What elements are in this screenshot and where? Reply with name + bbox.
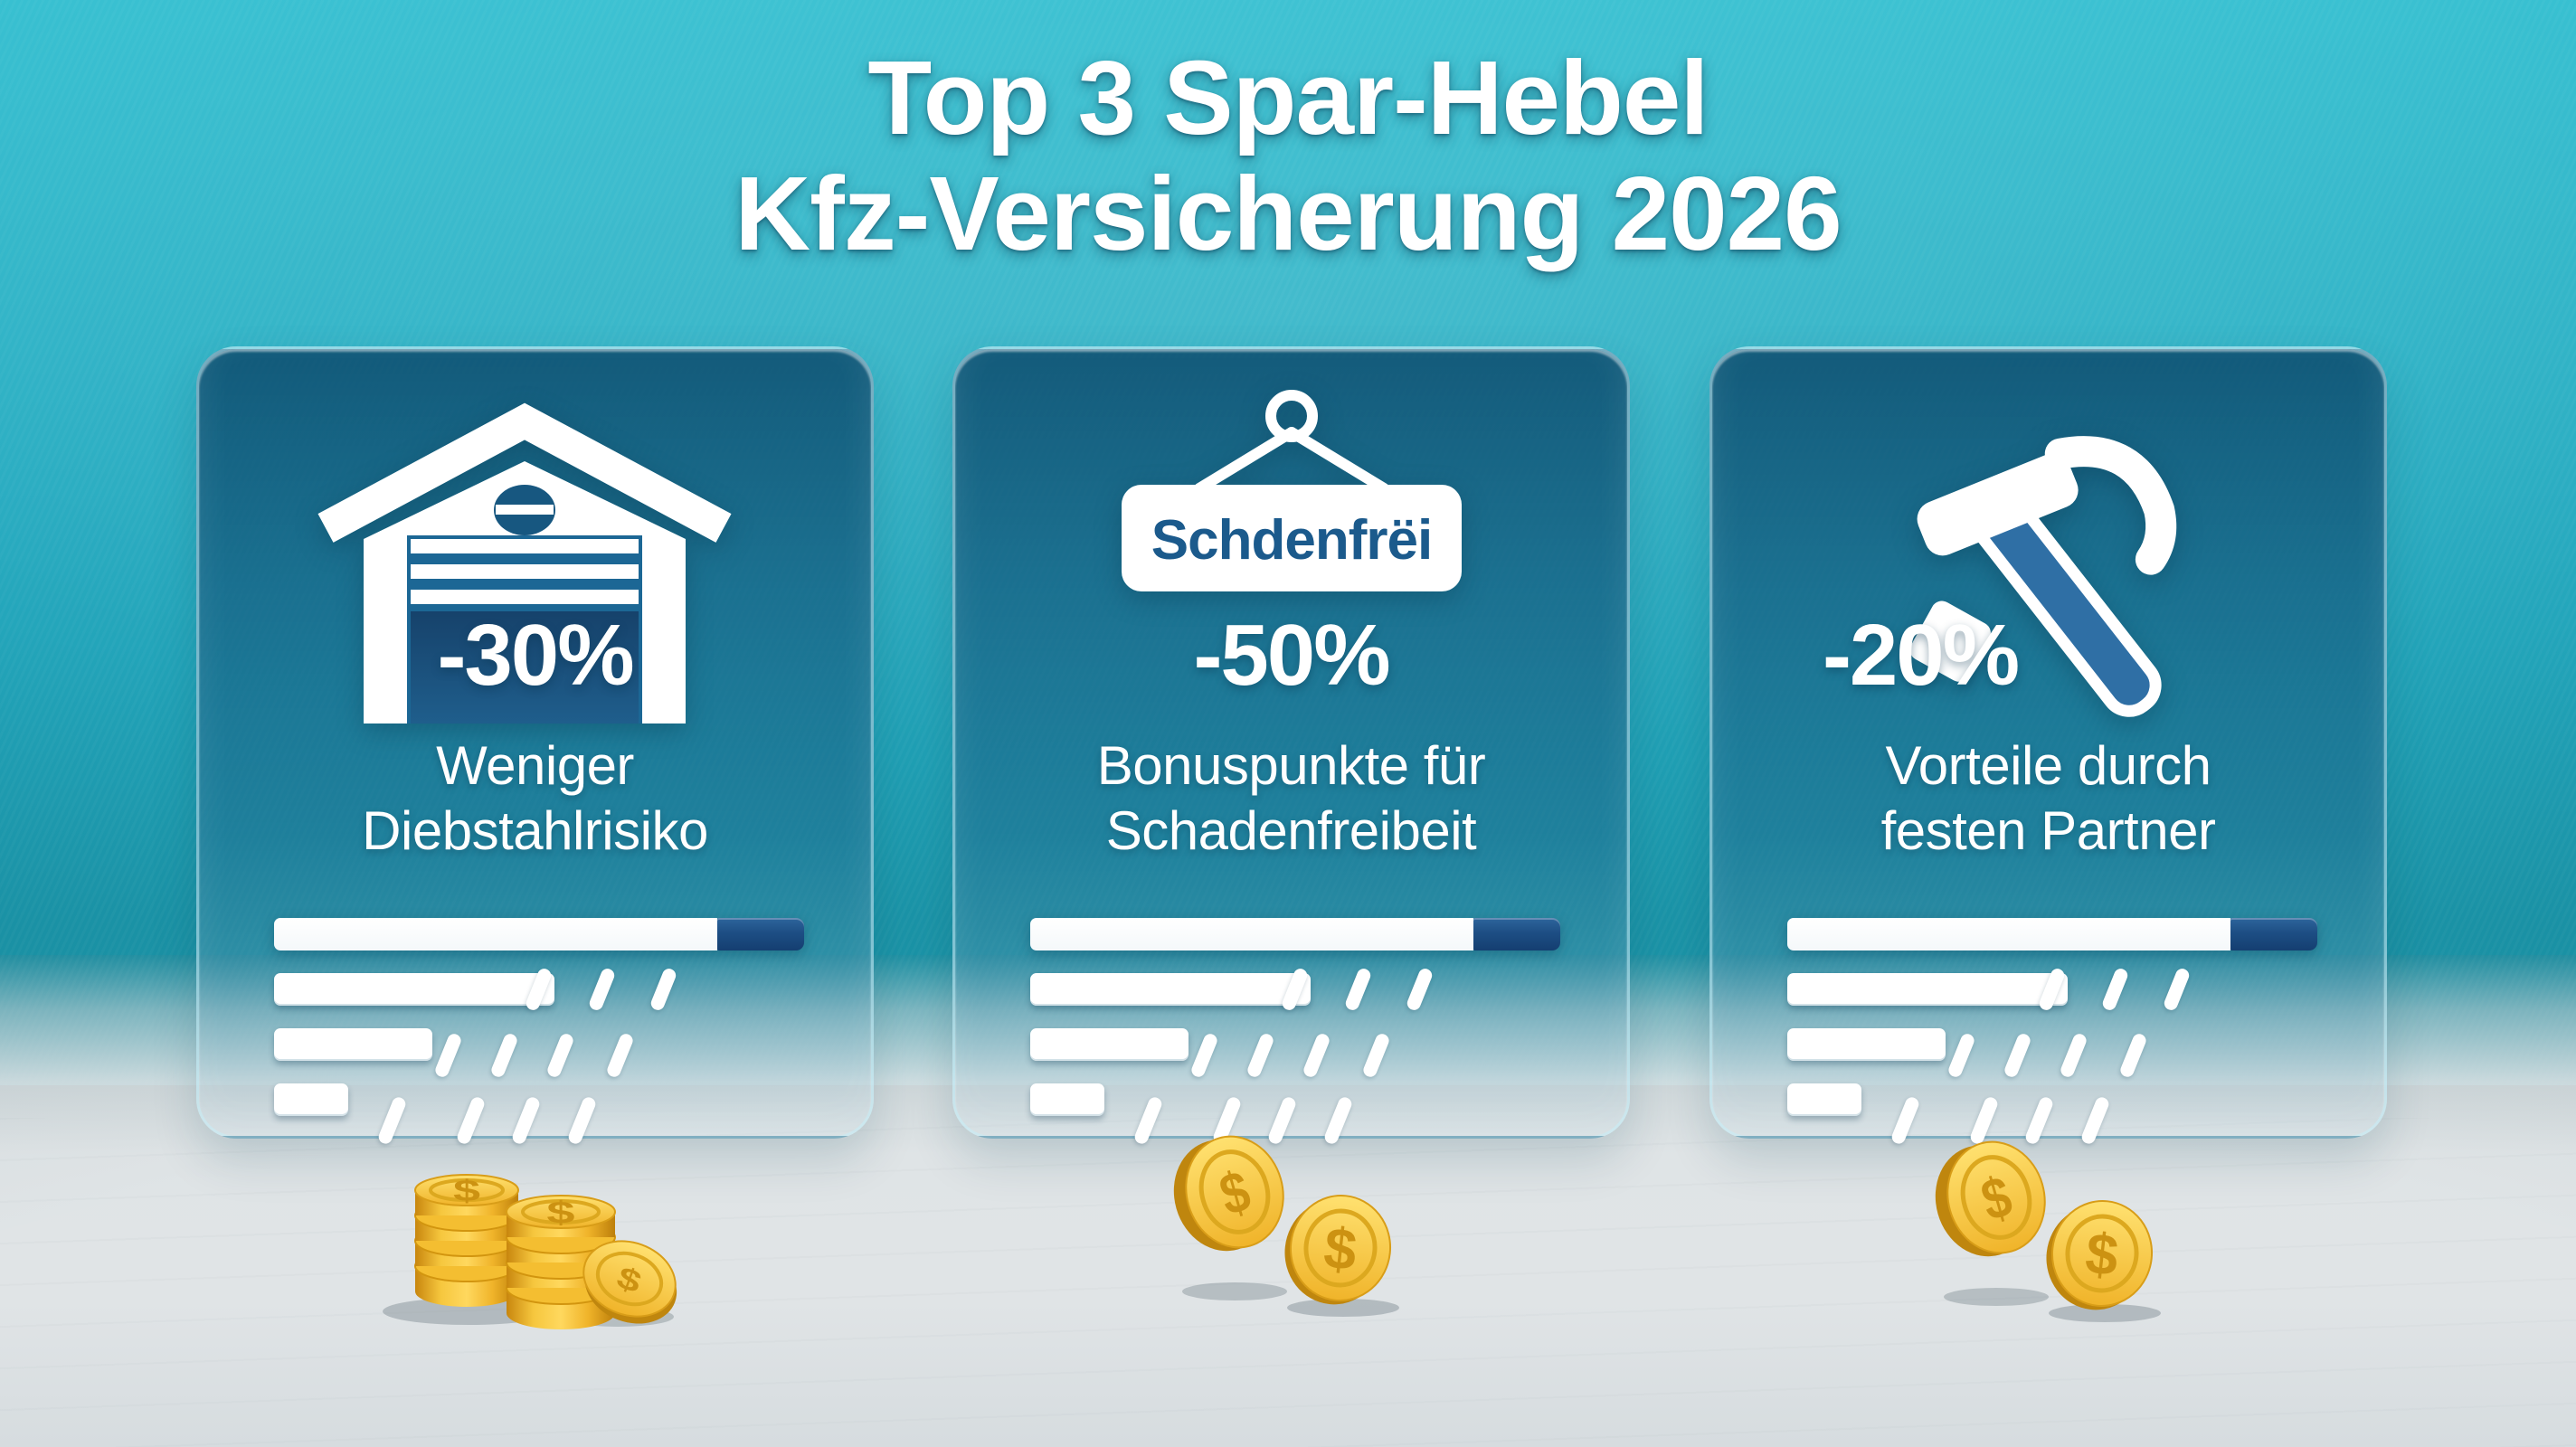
progress-bar-white-segment	[274, 918, 717, 950]
discount-value: -50%	[1193, 607, 1390, 704]
coin-stack: $	[414, 1173, 519, 1307]
progress-bar-main	[274, 918, 804, 950]
tilted-coin: $	[1173, 1135, 1284, 1252]
progress-bars	[1787, 918, 2317, 1139]
card-label-line2: Schadenfreibeit	[1105, 800, 1477, 861]
progress-bar-row	[274, 1028, 432, 1061]
upright-coin: $	[2046, 1200, 2154, 1310]
progress-bar-row	[1787, 1028, 1946, 1061]
card-label-line1: Weniger	[436, 735, 634, 796]
hanging-sign-icon: Schdenfrëi	[1122, 390, 1462, 591]
progress-bar-row	[1787, 973, 2068, 1006]
progress-bar-navy-segment	[2230, 918, 2317, 950]
progress-bars	[274, 918, 804, 1139]
progress-bar-row	[274, 973, 554, 1006]
progress-bar-row	[1030, 973, 1311, 1006]
leaning-coin: $	[582, 1240, 677, 1324]
card-workshop-partner: -20% Vorteile durch festen Partner	[1709, 346, 2387, 1146]
progress-bar-row	[1030, 1028, 1189, 1061]
progress-bar-main	[1030, 918, 1560, 950]
dollar-sign: $	[1321, 1215, 1359, 1282]
progress-bar-white-segment	[1030, 918, 1473, 950]
discount-value: -30%	[437, 607, 634, 704]
progress-bars	[1030, 918, 1560, 1139]
gold-coins-stacks: $ $ $	[383, 1173, 677, 1329]
progress-bar-row	[1030, 1083, 1104, 1116]
card-label-line1: Vorteile durch	[1885, 735, 2211, 796]
card-label: Bonuspunkte für Schadenfreibeit	[955, 733, 1627, 864]
gold-coins-falling: $ $	[1173, 1135, 1399, 1317]
title-line-2: Kfz-Versicherung 2026	[734, 155, 1842, 272]
card-garage: -30% Weniger Diebstahlrisiko	[196, 346, 874, 1146]
page-title: Top 3 Spar-Hebel Kfz-Versicherung 2026	[0, 40, 2576, 271]
hammer-icon	[1909, 436, 2177, 717]
progress-bar-row	[1787, 1083, 1861, 1116]
sign-text: Schdenfrëi	[1151, 509, 1432, 572]
discount-value: -20%	[1822, 607, 2020, 704]
card-label: Vorteile durch festen Partner	[1712, 733, 2384, 864]
progress-bar-navy-segment	[717, 918, 804, 950]
progress-bar-navy-segment	[1473, 918, 1560, 950]
progress-bar-main	[1787, 918, 2317, 950]
card-label-line1: Bonuspunkte für	[1096, 735, 1486, 796]
upright-coin: $	[1284, 1195, 1392, 1305]
dollar-sign: $	[453, 1173, 480, 1207]
card-label-line2: Diebstahlrisiko	[362, 800, 708, 861]
dollar-sign: $	[546, 1195, 574, 1230]
dollar-sign: $	[2082, 1220, 2121, 1288]
progress-bar-row	[274, 1083, 348, 1116]
card-claim-free-sign: Schdenfrëi -50% Bonuspunkte für Schadenf…	[952, 346, 1630, 1146]
garage-icon	[317, 402, 732, 724]
card-label: Weniger Diebstahlrisiko	[199, 733, 871, 864]
gold-coins-falling: $ $	[1935, 1140, 2161, 1322]
tilted-coin: $	[1935, 1140, 2046, 1257]
card-label-line2: festen Partner	[1880, 800, 2216, 861]
progress-bar-white-segment	[1787, 918, 2230, 950]
title-line-1: Top 3 Spar-Hebel	[867, 39, 1709, 156]
